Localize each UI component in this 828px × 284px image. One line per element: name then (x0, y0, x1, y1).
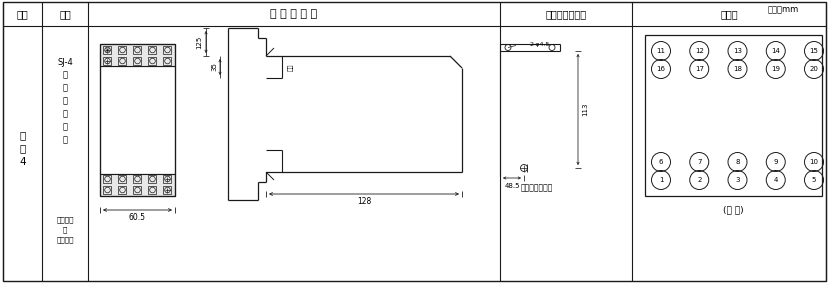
Text: 结构: 结构 (59, 9, 70, 19)
Bar (148, 186, 156, 194)
Text: 128: 128 (356, 197, 371, 206)
Bar (163, 186, 171, 194)
Text: 15: 15 (809, 48, 817, 54)
Text: 单位：mm: 单位：mm (767, 5, 798, 14)
Text: 式: 式 (62, 97, 67, 105)
Text: 35: 35 (211, 62, 217, 72)
Bar (163, 46, 171, 54)
Text: 外 形 尺 寸 图: 外 形 尺 寸 图 (270, 9, 317, 19)
Text: 6: 6 (658, 159, 662, 165)
Text: 48.5: 48.5 (503, 183, 519, 189)
Text: 8: 8 (734, 159, 739, 165)
Text: 4: 4 (19, 156, 26, 166)
Bar (163, 57, 171, 65)
Text: 图号: 图号 (17, 9, 28, 19)
Text: 卡轨安装: 卡轨安装 (56, 217, 74, 223)
Text: 线: 线 (62, 135, 67, 145)
Bar (100, 66, 175, 174)
Bar (104, 175, 111, 183)
Text: 10: 10 (808, 159, 817, 165)
Text: 13: 13 (732, 48, 741, 54)
Text: 3: 3 (734, 177, 739, 183)
Bar (133, 186, 142, 194)
Text: 4: 4 (773, 177, 777, 183)
Text: 接: 接 (62, 122, 67, 131)
Text: 12: 12 (694, 48, 703, 54)
Text: 5: 5 (811, 177, 816, 183)
Bar (100, 44, 175, 196)
Bar (133, 46, 142, 54)
Text: 11: 11 (656, 48, 665, 54)
Text: 18: 18 (732, 66, 741, 72)
Text: 凸: 凸 (62, 70, 67, 80)
Bar (118, 186, 127, 194)
Text: 或: 或 (63, 227, 67, 233)
Text: 安装开孔尺寸图: 安装开孔尺寸图 (545, 9, 586, 19)
Text: 17: 17 (694, 66, 703, 72)
Text: 出: 出 (62, 83, 67, 93)
Bar (100, 44, 175, 66)
Text: 图: 图 (19, 143, 26, 153)
Bar (148, 175, 156, 183)
Text: 螺钉安装: 螺钉安装 (56, 237, 74, 243)
Bar (148, 46, 156, 54)
Text: 19: 19 (770, 66, 779, 72)
Bar (104, 186, 111, 194)
Text: 2: 2 (696, 177, 700, 183)
Bar (104, 57, 111, 65)
Text: 16: 16 (656, 66, 665, 72)
Text: 20: 20 (809, 66, 817, 72)
Text: 附: 附 (19, 131, 26, 141)
Text: 125: 125 (195, 36, 202, 49)
Text: 9: 9 (773, 159, 777, 165)
Text: 螺钉安装开孔图: 螺钉安装开孔图 (520, 183, 552, 193)
Text: 平側: 平側 (288, 63, 293, 71)
Text: 端子图: 端子图 (720, 9, 737, 19)
Bar (118, 57, 127, 65)
Bar (104, 46, 111, 54)
Bar (644, 35, 821, 196)
Text: (正 视): (正 视) (722, 206, 743, 214)
Text: 1: 1 (658, 177, 662, 183)
Bar (118, 175, 127, 183)
Text: SJ-4: SJ-4 (57, 57, 73, 66)
Bar (163, 175, 171, 183)
Bar (100, 174, 175, 196)
Text: 前: 前 (62, 110, 67, 118)
Text: 113: 113 (581, 103, 587, 116)
Bar (133, 57, 142, 65)
Bar (118, 46, 127, 54)
Text: 14: 14 (770, 48, 779, 54)
Bar (133, 175, 142, 183)
Bar (148, 57, 156, 65)
Text: 2-φ4.5: 2-φ4.5 (529, 42, 550, 47)
Text: 60.5: 60.5 (129, 214, 146, 222)
Text: 7: 7 (696, 159, 700, 165)
